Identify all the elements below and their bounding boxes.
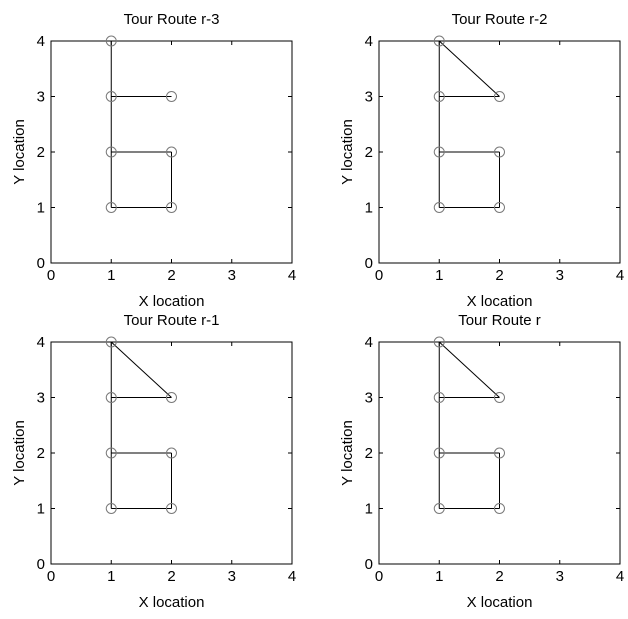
plot-title: Tour Route r: [458, 312, 541, 329]
x-tick-label: 3: [556, 568, 564, 585]
route-segment: [438, 40, 500, 97]
y-tick-label: 3: [37, 390, 45, 407]
subplot-4: 0 1 2 3 4 0 1 2 3 4 Tour Route r X location Y locati…: [339, 312, 624, 611]
node-marker: [494, 447, 505, 459]
x-axis-label: X location: [139, 594, 205, 611]
node-marker: [166, 202, 177, 213]
y-tick-label: 3: [37, 89, 45, 106]
x-tick-label: 4: [616, 267, 624, 284]
x-tick-label: 0: [375, 568, 383, 585]
subplot-3: 0 1 2 3 4 0 1 2 3 4 Tour Route r-1 X location Y loca…: [11, 312, 296, 611]
y-tick-label: 1: [37, 501, 45, 518]
x-tick-label: 2: [167, 568, 175, 585]
y-tick-label: 2: [37, 144, 45, 161]
x-tick-label: 1: [435, 568, 443, 585]
x-tick-label: 4: [616, 568, 624, 585]
node-marker: [105, 146, 117, 158]
y-tick-label: 4: [365, 33, 373, 50]
y-tick-label: 3: [365, 89, 373, 106]
route-segment: [110, 341, 172, 398]
x-tick-label: 3: [228, 568, 236, 585]
x-tick-label: 1: [435, 267, 443, 284]
node-marker: [166, 392, 177, 403]
node-marker: [166, 91, 177, 102]
node-marker: [105, 447, 117, 459]
subplot-2: 0 1 2 3 4 0 1 2 3 4 Tour Route r-2 X location Y loca…: [339, 11, 624, 310]
y-tick-label: 0: [365, 255, 373, 272]
x-tick-label: 2: [167, 267, 175, 284]
node-marker: [494, 91, 505, 102]
node-marker: [166, 503, 177, 514]
x-tick-label: 3: [228, 267, 236, 284]
node-marker: [433, 336, 445, 348]
node-marker: [433, 91, 445, 102]
node-marker: [494, 503, 505, 514]
node-marker: [433, 35, 445, 47]
node-marker: [433, 202, 445, 213]
x-tick-label: 0: [47, 267, 55, 284]
y-tick-label: 1: [37, 200, 45, 217]
y-tick-label: 0: [365, 556, 373, 573]
y-tick-label: 0: [37, 556, 45, 573]
node-marker: [166, 146, 177, 158]
plot-title: Tour Route r-3: [124, 11, 220, 28]
x-tick-label: 1: [107, 267, 115, 284]
node-marker: [433, 447, 445, 459]
y-tick-label: 4: [37, 334, 45, 351]
y-tick-label: 2: [37, 445, 45, 462]
node-marker: [494, 392, 505, 403]
x-tick-label: 0: [47, 568, 55, 585]
y-axis-label: Y location: [11, 119, 28, 185]
y-tick-label: 2: [365, 144, 373, 161]
node-marker: [105, 202, 117, 213]
node-marker: [105, 392, 117, 403]
node-marker: [433, 392, 445, 403]
node-marker: [105, 91, 117, 102]
x-tick-label: 3: [556, 267, 564, 284]
plot-title: Tour Route r-2: [452, 11, 548, 28]
y-axis-label: Y location: [339, 119, 356, 185]
y-tick-label: 4: [365, 334, 373, 351]
node-marker: [494, 146, 505, 158]
node-marker: [105, 336, 117, 348]
x-axis-label: X location: [467, 293, 533, 310]
route-segment: [438, 341, 500, 398]
y-tick-label: 3: [365, 390, 373, 407]
x-tick-label: 1: [107, 568, 115, 585]
subplot-1: 0 1 2 3 4 0 1 2 3 4 Tour Route r-3 X location Y loca…: [11, 11, 296, 310]
x-axis-label: X location: [139, 293, 205, 310]
y-axis-label: Y location: [339, 420, 356, 486]
x-tick-label: 2: [495, 267, 503, 284]
node-marker: [105, 35, 117, 47]
x-tick-label: 0: [375, 267, 383, 284]
x-tick-label: 4: [288, 568, 296, 585]
x-tick-label: 4: [288, 267, 296, 284]
y-tick-label: 2: [365, 445, 373, 462]
y-tick-label: 0: [37, 255, 45, 272]
y-axis-label: Y location: [11, 420, 28, 486]
node-marker: [433, 146, 445, 158]
node-marker: [494, 202, 505, 213]
y-tick-label: 1: [365, 501, 373, 518]
y-tick-label: 4: [37, 33, 45, 50]
plot-title: Tour Route r-1: [124, 312, 220, 329]
node-marker: [166, 447, 177, 459]
node-marker: [433, 503, 445, 514]
node-marker: [105, 503, 117, 514]
x-tick-label: 2: [495, 568, 503, 585]
x-axis-label: X location: [467, 594, 533, 611]
y-tick-label: 1: [365, 200, 373, 217]
